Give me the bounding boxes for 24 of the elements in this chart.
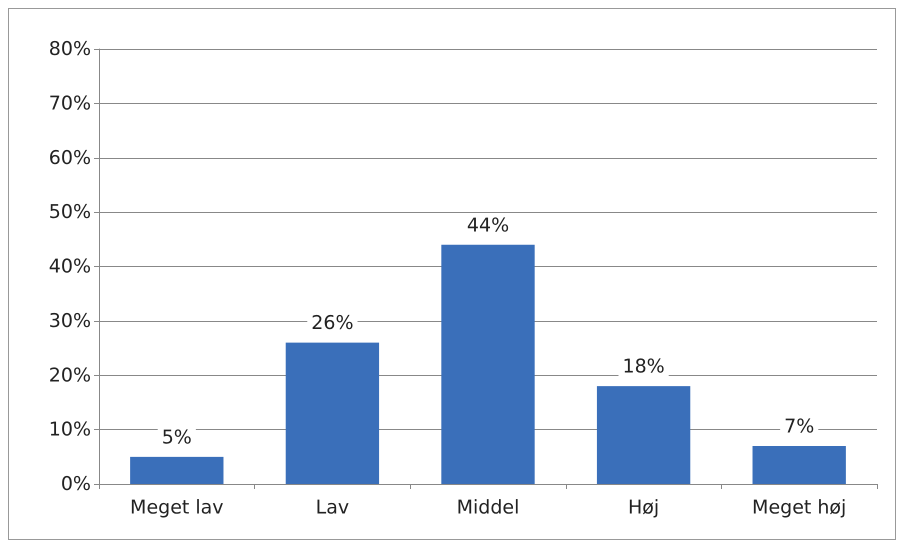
x-tick-label: Middel — [456, 496, 520, 518]
y-tick-label: 0% — [60, 473, 91, 495]
data-label: 18% — [622, 356, 665, 378]
data-label: 5% — [162, 426, 192, 448]
y-tick-label: 40% — [48, 256, 91, 278]
y-tick-label: 70% — [48, 92, 91, 114]
x-tick-label: Meget lav — [130, 496, 224, 518]
y-tick-label: 50% — [48, 201, 91, 224]
y-tick-label: 80% — [48, 38, 91, 60]
y-tick-label: 60% — [48, 146, 91, 169]
x-tick-label: Høj — [628, 496, 660, 518]
bar — [752, 446, 846, 484]
y-tick-label: 10% — [48, 418, 91, 441]
x-tick-label: Meget høj — [752, 496, 846, 518]
bar — [130, 456, 224, 484]
x-tick-label: Lav — [316, 496, 350, 518]
bar — [286, 342, 380, 484]
y-tick-label: 20% — [48, 364, 91, 386]
bar — [441, 244, 535, 484]
bar — [596, 386, 690, 484]
data-label: 26% — [311, 312, 354, 334]
y-tick-label: 30% — [48, 310, 91, 332]
data-label: 7% — [784, 415, 814, 438]
data-label: 44% — [466, 214, 510, 236]
